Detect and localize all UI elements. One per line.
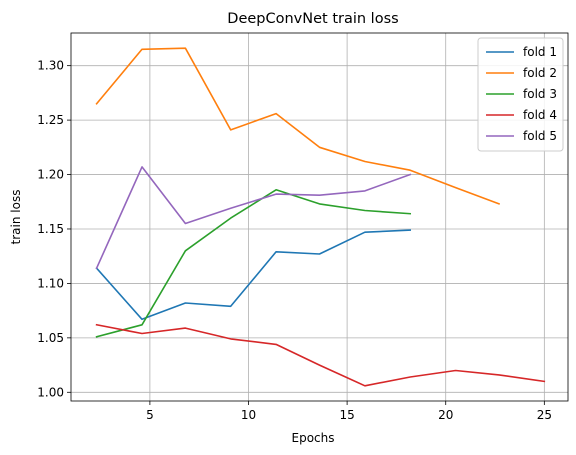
x-tick-label: 5 xyxy=(146,408,154,422)
y-tick-label: 1.10 xyxy=(37,276,64,290)
x-tick-label: 15 xyxy=(339,408,354,422)
x-axis: 5 10 15 20 25 xyxy=(146,401,552,422)
legend-label: fold 3 xyxy=(523,87,557,101)
chart-title: DeepConvNet train loss xyxy=(227,11,398,27)
legend-box xyxy=(477,37,564,152)
legend-label: fold 2 xyxy=(523,66,557,80)
plot-frame xyxy=(70,32,569,402)
y-tick-label: 1.05 xyxy=(37,331,64,345)
legend-label: fold 1 xyxy=(523,45,557,59)
series-line-2 xyxy=(95,47,501,205)
series-line-1 xyxy=(95,229,412,321)
y-tick-label: 1.15 xyxy=(37,222,64,236)
y-tick-label: 1.25 xyxy=(37,113,64,127)
series-line-3 xyxy=(95,189,412,338)
y-axis: 1.00 1.05 1.10 1.15 1.20 1.25 1.30 xyxy=(37,59,71,399)
legend-label: fold 5 xyxy=(523,129,557,143)
x-tick-label: 10 xyxy=(241,408,256,422)
legend: fold 1 fold 2 fold 3 fold 4 fold 5 xyxy=(477,37,564,152)
series-line-4 xyxy=(95,323,546,387)
series-line-5 xyxy=(95,166,412,270)
x-tick-label: 25 xyxy=(537,408,552,422)
y-axis-label: train loss xyxy=(9,190,23,245)
series-layer xyxy=(95,47,546,387)
legend-label: fold 4 xyxy=(523,108,557,122)
y-tick-label: 1.00 xyxy=(37,385,64,399)
y-tick-label: 1.30 xyxy=(37,59,64,73)
x-axis-label: Epochs xyxy=(292,431,335,445)
x-tick-label: 20 xyxy=(438,408,453,422)
y-tick-label: 1.20 xyxy=(37,168,64,182)
grid xyxy=(71,33,568,401)
